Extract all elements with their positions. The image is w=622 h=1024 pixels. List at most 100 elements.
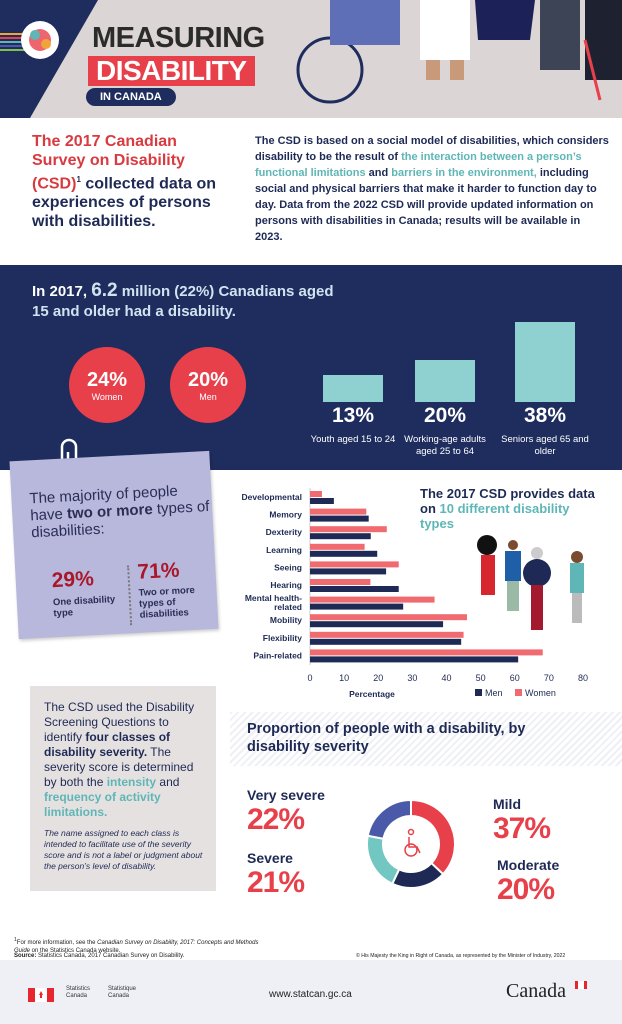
text: Statistics Canada, 2017 Canadian Survey … — [36, 953, 185, 959]
title-disability: DISABILITY — [88, 56, 255, 86]
donut-slice-moderate — [390, 861, 445, 889]
category-label: Dexterity — [266, 527, 303, 537]
donut-slice-severe — [366, 834, 401, 886]
donut-slice-very-severe — [366, 798, 412, 840]
text: The severity score is determined by both… — [44, 745, 194, 789]
very-severe-label: Very severe — [247, 787, 325, 803]
x-tick-label: 10 — [339, 673, 349, 683]
age-bar — [323, 374, 383, 402]
website-link[interactable]: www.statcan.gc.ca — [269, 989, 352, 1000]
intro-headline-red: The 2017 Canadian Survey on Disability (… — [32, 133, 185, 193]
age-pct: 38% — [523, 404, 567, 427]
copyright: © His Majesty the King in Right of Canad… — [356, 953, 566, 959]
text: Canadian Survey on Disability, 2017: Con… — [14, 940, 259, 954]
bar-men — [310, 550, 378, 557]
text: The CSD used the Disability Screening Qu… — [44, 700, 195, 744]
text: The 2017 CSD provides data on — [420, 486, 595, 516]
severity-donut-chart — [366, 798, 456, 889]
bar-men — [310, 533, 371, 540]
people-illustration — [477, 535, 584, 630]
bar-women — [310, 526, 387, 533]
bar-women — [310, 631, 464, 638]
bar-women — [310, 649, 543, 656]
highlight: barriers in the environment, — [391, 167, 537, 179]
x-axis-label: Percentage — [349, 689, 395, 699]
severity-title-band — [230, 712, 622, 766]
bar-men — [310, 621, 444, 628]
category-label: Mobility — [270, 615, 302, 625]
text: The CSD is based on a social model of di… — [255, 135, 609, 163]
highlight: intensity — [106, 775, 157, 789]
age-label: Youth aged 15 to 24 — [310, 434, 396, 445]
donut-slice-mild — [410, 798, 456, 876]
source: Source: Statistics Canada, 2017 Canadian… — [14, 952, 184, 960]
category-label: Seeing — [274, 562, 302, 572]
age-label: Seniors aged 65 and older — [501, 434, 589, 457]
header-banner: MEASURING DISABILITY IN CANADA — [0, 0, 622, 118]
severity-chart-title: Proportion of people with a disability, … — [247, 721, 526, 755]
footnote-marker: 1 — [14, 937, 17, 943]
x-tick-label: 30 — [407, 673, 417, 683]
highlight: 6.2 — [91, 280, 118, 301]
category-label: Pain-related — [253, 650, 302, 660]
intro-headline-navy: collected data on experiences of persons… — [32, 175, 217, 231]
bar-men — [310, 638, 462, 645]
age-bar — [515, 322, 575, 402]
text: on the Statistics Canada website. — [30, 948, 121, 954]
bar-men — [310, 515, 369, 522]
text: Source: — [14, 953, 37, 959]
category-label: Hearing — [270, 580, 302, 590]
category-label: Developmental — [242, 492, 302, 502]
text: In 2017, — [32, 283, 92, 300]
canada-wordmark: Canada — [506, 980, 566, 1002]
text: For more information, see the — [16, 940, 98, 946]
mild-label: Mild — [493, 796, 521, 812]
x-tick-label: 80 — [578, 673, 588, 683]
men-stat: 20% Men — [170, 347, 246, 423]
disability-types-chart: Developmental Memory Dexterity Learning Seei… — [242, 488, 588, 699]
age-label: Working-age adults aged 25 to 64 — [404, 434, 486, 457]
x-tick-label: 0 — [307, 673, 312, 683]
women-stat: 24% Women — [69, 347, 145, 423]
bar-men — [310, 568, 387, 575]
statcan-fr: Statistique Canada — [108, 986, 137, 999]
x-tick-label: 60 — [510, 673, 520, 683]
legend-swatch — [515, 689, 522, 696]
intro-headline: The 2017 Canadian Survey on Disability (… — [32, 132, 232, 231]
highlight: four classes of disability severity. — [44, 730, 171, 759]
highlight: frequency of activity limitations. — [44, 790, 161, 819]
wordmark-flag-icon — [575, 981, 587, 989]
x-tick-label: 40 — [441, 673, 451, 683]
text: and — [156, 775, 180, 789]
highlight: 10 different disability types — [420, 501, 570, 531]
stat-label: Women — [91, 392, 123, 402]
stat-pct: 20% — [187, 369, 229, 391]
types-chart-title: The 2017 CSD provides data on 10 differe… — [420, 486, 600, 531]
severity-info-column: The CSD used the Disability Screening Qu… — [44, 700, 214, 872]
bar-men — [310, 656, 519, 663]
title-in-canada: IN CANADA — [86, 88, 176, 106]
intro-paragraph: The CSD is based on a social model of di… — [255, 133, 610, 245]
canada-flag-icon — [28, 988, 54, 1002]
moderate-pct: 20% — [497, 873, 555, 906]
legend-label: Women — [525, 688, 556, 698]
age-pct: 13% — [331, 404, 375, 427]
highlight: the interaction between a person’s funct… — [255, 151, 582, 179]
severity-note: The name assigned to each class is inten… — [44, 828, 203, 871]
title-measuring: MEASURING — [92, 22, 265, 54]
text: million (22%) Canadians aged 15 and olde… — [32, 283, 334, 320]
overview-headline: In 2017, 6.2 million (22%) Canadians age… — [32, 281, 352, 322]
bar-men — [310, 603, 404, 610]
bar-women — [310, 596, 435, 603]
bar-women — [310, 491, 322, 497]
bar-women — [310, 561, 399, 568]
bar-men — [310, 498, 334, 504]
category-label: related — [274, 602, 302, 612]
stat-pct: 24% — [86, 369, 128, 391]
category-label: Mental health- — [245, 593, 302, 603]
x-tick-label: 20 — [373, 673, 383, 683]
category-label: Memory — [269, 510, 302, 520]
footnote: 1For more information, see the Canadian … — [14, 936, 264, 955]
severity-info-box — [30, 686, 216, 891]
footer: Statistics Canada Statistique Canada www… — [0, 960, 622, 1024]
